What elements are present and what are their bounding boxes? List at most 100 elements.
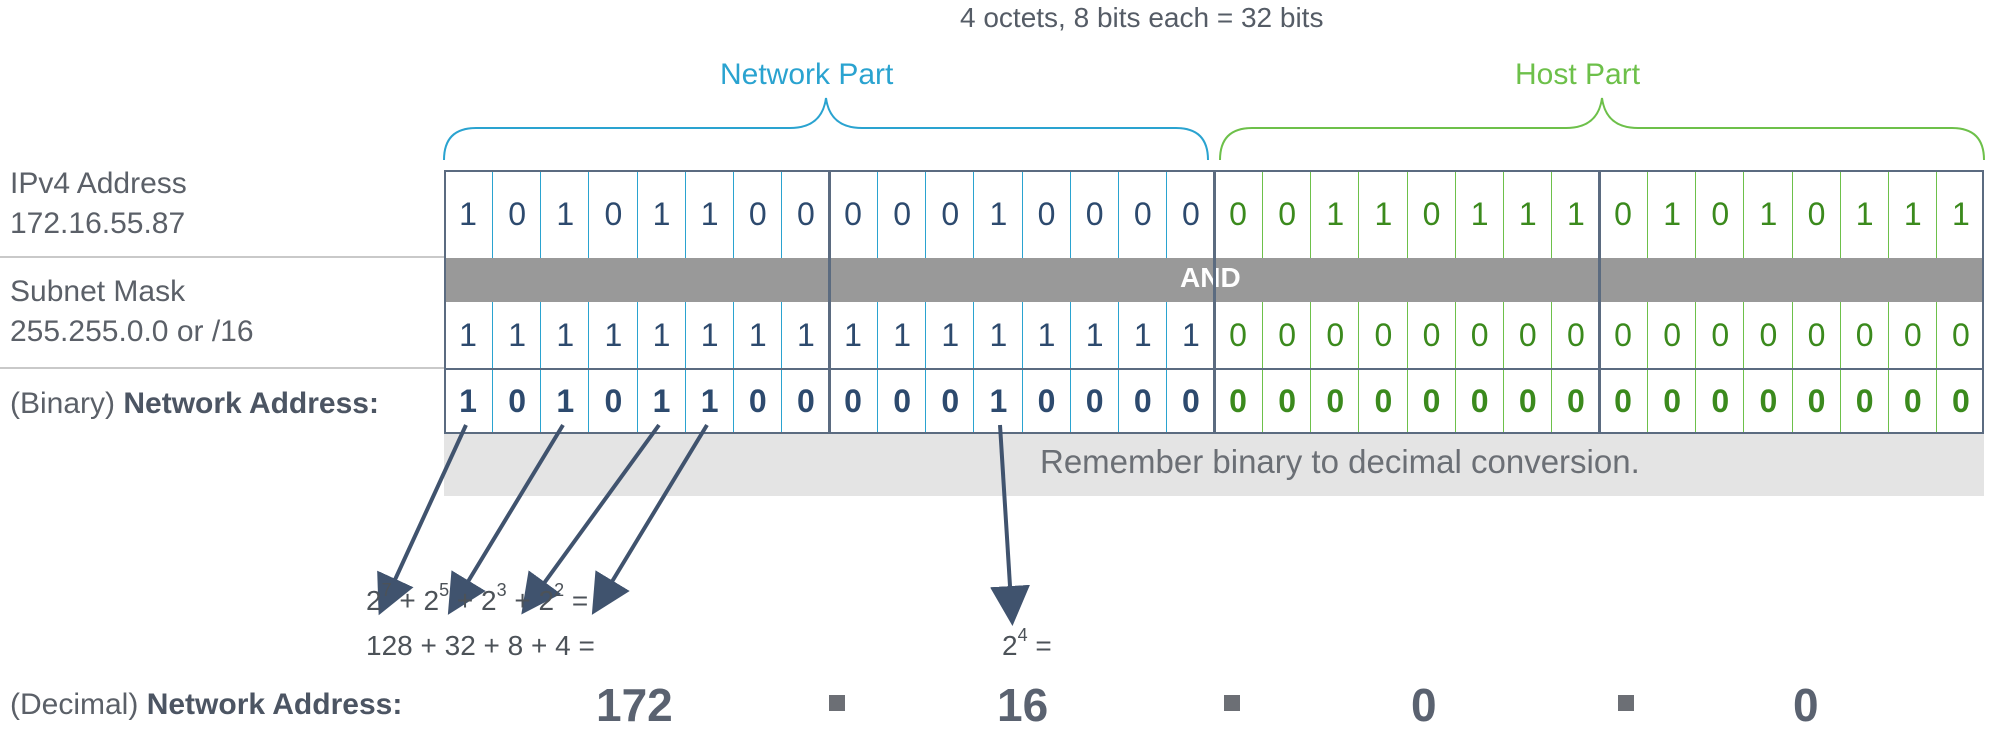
and-label: AND xyxy=(1180,262,1241,293)
mask-label-line1: Subnet Mask xyxy=(10,275,186,308)
mask-bit: 1 xyxy=(1069,302,1119,368)
ipv4-bit: 0 xyxy=(1117,170,1167,258)
binary-network-label: (Binary) Network Address: xyxy=(10,384,379,424)
octet-separator-dot xyxy=(829,695,845,711)
note-bar xyxy=(444,434,1984,496)
network-bit: 0 xyxy=(1406,368,1456,434)
network-bit: 0 xyxy=(1743,368,1792,434)
mask-bit: 0 xyxy=(1310,302,1359,368)
part-braces xyxy=(443,97,1985,161)
ipv4-bit: 1 xyxy=(1935,170,1985,258)
mask-label: Subnet Mask 255.255.0.0 or /16 xyxy=(10,272,254,352)
network-bit: 0 xyxy=(1454,368,1504,434)
mask-bit: 0 xyxy=(1791,302,1841,368)
network-brace xyxy=(443,97,1209,161)
mask-bit: 0 xyxy=(1454,302,1504,368)
ipv4-bit: 0 xyxy=(1229,195,1247,232)
mask-bit: 1 xyxy=(588,302,637,368)
mask-bit: 1 xyxy=(1117,302,1167,368)
mask-bit: 1 xyxy=(877,302,926,368)
grid-frame xyxy=(444,170,1984,434)
calc-octet2-power: 24 = xyxy=(1002,626,1052,662)
ipv4-bit: 0 xyxy=(780,170,830,258)
calc-equals: = xyxy=(1027,630,1052,661)
mask-bit: 1 xyxy=(925,302,974,368)
network-part-label: Network Part xyxy=(720,58,894,91)
calc-exponent: 4 xyxy=(1017,625,1028,645)
ipv4-bit: 1 xyxy=(1454,170,1504,258)
decimal-octet-3: 0 xyxy=(1411,679,1437,731)
network-bit: 0 xyxy=(1310,368,1359,434)
network-bit: 1 xyxy=(540,368,589,434)
calc-equals: = xyxy=(564,585,589,616)
network-bit: 0 xyxy=(1695,368,1744,434)
mask-bit: 0 xyxy=(1262,302,1311,368)
mask-bit: 0 xyxy=(1229,316,1247,353)
calc-base: 2 xyxy=(538,585,555,616)
mask-bit: 0 xyxy=(1358,302,1407,368)
binary-network-label-prefix: (Binary) xyxy=(10,387,116,420)
network-bit: 0 xyxy=(1262,368,1311,434)
octet-divider xyxy=(1213,170,1216,434)
ipv4-bit: 0 xyxy=(1406,170,1456,258)
binary-network-label-bold: Network Address: xyxy=(123,387,379,420)
network-bit: 0 xyxy=(1502,368,1552,434)
arrow-bit-128 xyxy=(377,424,468,616)
network-bit: 1 xyxy=(973,368,1022,434)
network-bit: 0 xyxy=(492,368,541,434)
ipv4-bit: 1 xyxy=(1647,170,1696,258)
arrow-bit-32 xyxy=(447,423,565,615)
arrow-bit-8 xyxy=(521,423,661,615)
ipv4-bit: 1 xyxy=(1743,170,1792,258)
mask-bit: 1 xyxy=(973,302,1022,368)
ipv4-bit: 1 xyxy=(540,170,589,258)
calc-base: 2 xyxy=(423,585,440,616)
mask-bit: 0 xyxy=(1839,302,1889,368)
ipv4-bit: 0 xyxy=(925,170,974,258)
network-bit: 0 xyxy=(1791,368,1841,434)
network-bit: 0 xyxy=(844,382,862,419)
network-bit: 0 xyxy=(1229,382,1247,419)
decimal-network-label-prefix: (Decimal) xyxy=(10,688,139,721)
ipv4-bit: 0 xyxy=(1695,170,1744,258)
octet-divider xyxy=(1598,170,1601,434)
mask-bit: 0 xyxy=(1647,302,1696,368)
mask-label-line2: 255.255.0.0 or /16 xyxy=(10,315,254,348)
network-bit: 1 xyxy=(459,382,477,419)
ipv4-bit: 1 xyxy=(1358,170,1407,258)
mask-bit: 0 xyxy=(1695,302,1744,368)
calc-exponent: 5 xyxy=(439,580,450,600)
network-bit: 0 xyxy=(1614,382,1632,419)
network-bit: 0 xyxy=(732,368,782,434)
mask-bit: 0 xyxy=(1614,316,1632,353)
mask-bit: 1 xyxy=(1021,302,1071,368)
network-bit: 0 xyxy=(925,368,974,434)
octet-divider xyxy=(828,170,831,434)
ipv4-bit: 0 xyxy=(1069,170,1119,258)
mask-bit: 0 xyxy=(1935,302,1985,368)
note-text: Remember binary to decimal conversion. xyxy=(1040,443,1640,480)
ipv4-bit: 0 xyxy=(1021,170,1071,258)
network-bit: 0 xyxy=(1165,368,1215,434)
network-bit: 1 xyxy=(684,368,734,434)
mask-bit: 1 xyxy=(459,316,477,353)
calc-exponent: 2 xyxy=(554,580,565,600)
ipv4-bit: 0 xyxy=(844,195,862,232)
calc-exponent: 3 xyxy=(496,580,507,600)
ipv4-bit: 1 xyxy=(1887,170,1937,258)
ipv4-label-line1: IPv4 Address xyxy=(10,167,187,200)
ipv4-bit: 0 xyxy=(588,170,637,258)
network-bit: 0 xyxy=(1358,368,1407,434)
ipv4-bit: 0 xyxy=(1165,170,1215,258)
calc-octet1-sum: 128 + 32 + 8 + 4 = xyxy=(366,630,595,661)
mask-bit: 0 xyxy=(1887,302,1937,368)
ipv4-bit: 1 xyxy=(684,170,734,258)
mask-bit: 0 xyxy=(1550,302,1600,368)
ipv4-bit: 1 xyxy=(1502,170,1552,258)
calc-base: 2 xyxy=(366,585,382,616)
mask-bit: 0 xyxy=(1502,302,1552,368)
